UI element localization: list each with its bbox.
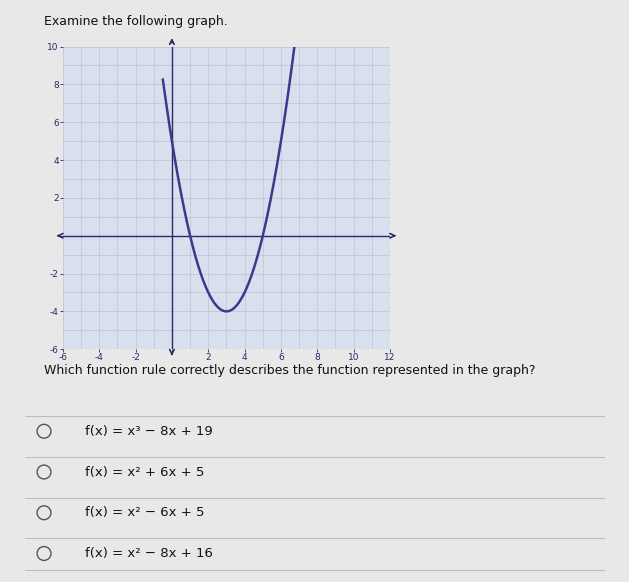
Text: f(x) = x² − 8x + 16: f(x) = x² − 8x + 16 <box>85 547 213 560</box>
Text: f(x) = x² − 6x + 5: f(x) = x² − 6x + 5 <box>85 506 204 519</box>
Text: Which function rule correctly describes the function represented in the graph?: Which function rule correctly describes … <box>44 364 535 377</box>
Text: Examine the following graph.: Examine the following graph. <box>44 15 228 27</box>
Text: f(x) = x³ − 8x + 19: f(x) = x³ − 8x + 19 <box>85 425 213 438</box>
Text: f(x) = x² + 6x + 5: f(x) = x² + 6x + 5 <box>85 466 204 478</box>
